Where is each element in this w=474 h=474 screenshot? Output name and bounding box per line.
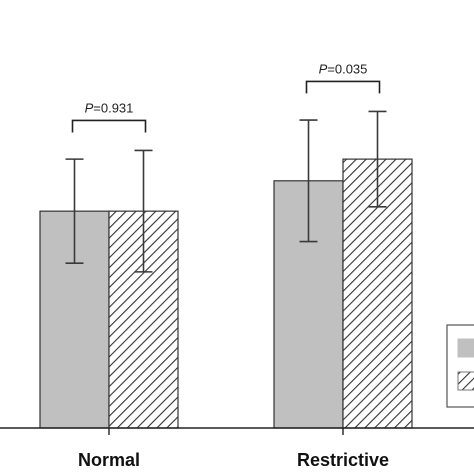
error-bar-restrictive-solid <box>299 119 318 243</box>
legend-swatch-solid <box>457 338 474 358</box>
p-value-label-normal: P=0.931 <box>85 100 134 115</box>
significance-bracket-restrictive <box>305 80 381 94</box>
error-bars-layer <box>65 110 387 273</box>
bars-layer <box>39 158 413 429</box>
category-labels-layer: Normal Restrictive <box>78 428 389 470</box>
category-label-normal: Normal <box>78 450 140 470</box>
error-bar-normal-hatched <box>134 149 153 273</box>
legend-box <box>446 324 474 408</box>
p-value-label-restrictive: P=0.035 <box>319 61 368 76</box>
category-label-restrictive: Restrictive <box>297 450 389 470</box>
significance-bracket-normal <box>71 119 147 133</box>
error-bar-restrictive-hatched <box>368 110 387 208</box>
error-bar-normal-solid <box>65 158 84 265</box>
legend <box>446 324 474 408</box>
significance-brackets-layer: P=0.931 P=0.035 <box>71 61 381 133</box>
legend-swatch-hatched <box>457 371 474 391</box>
